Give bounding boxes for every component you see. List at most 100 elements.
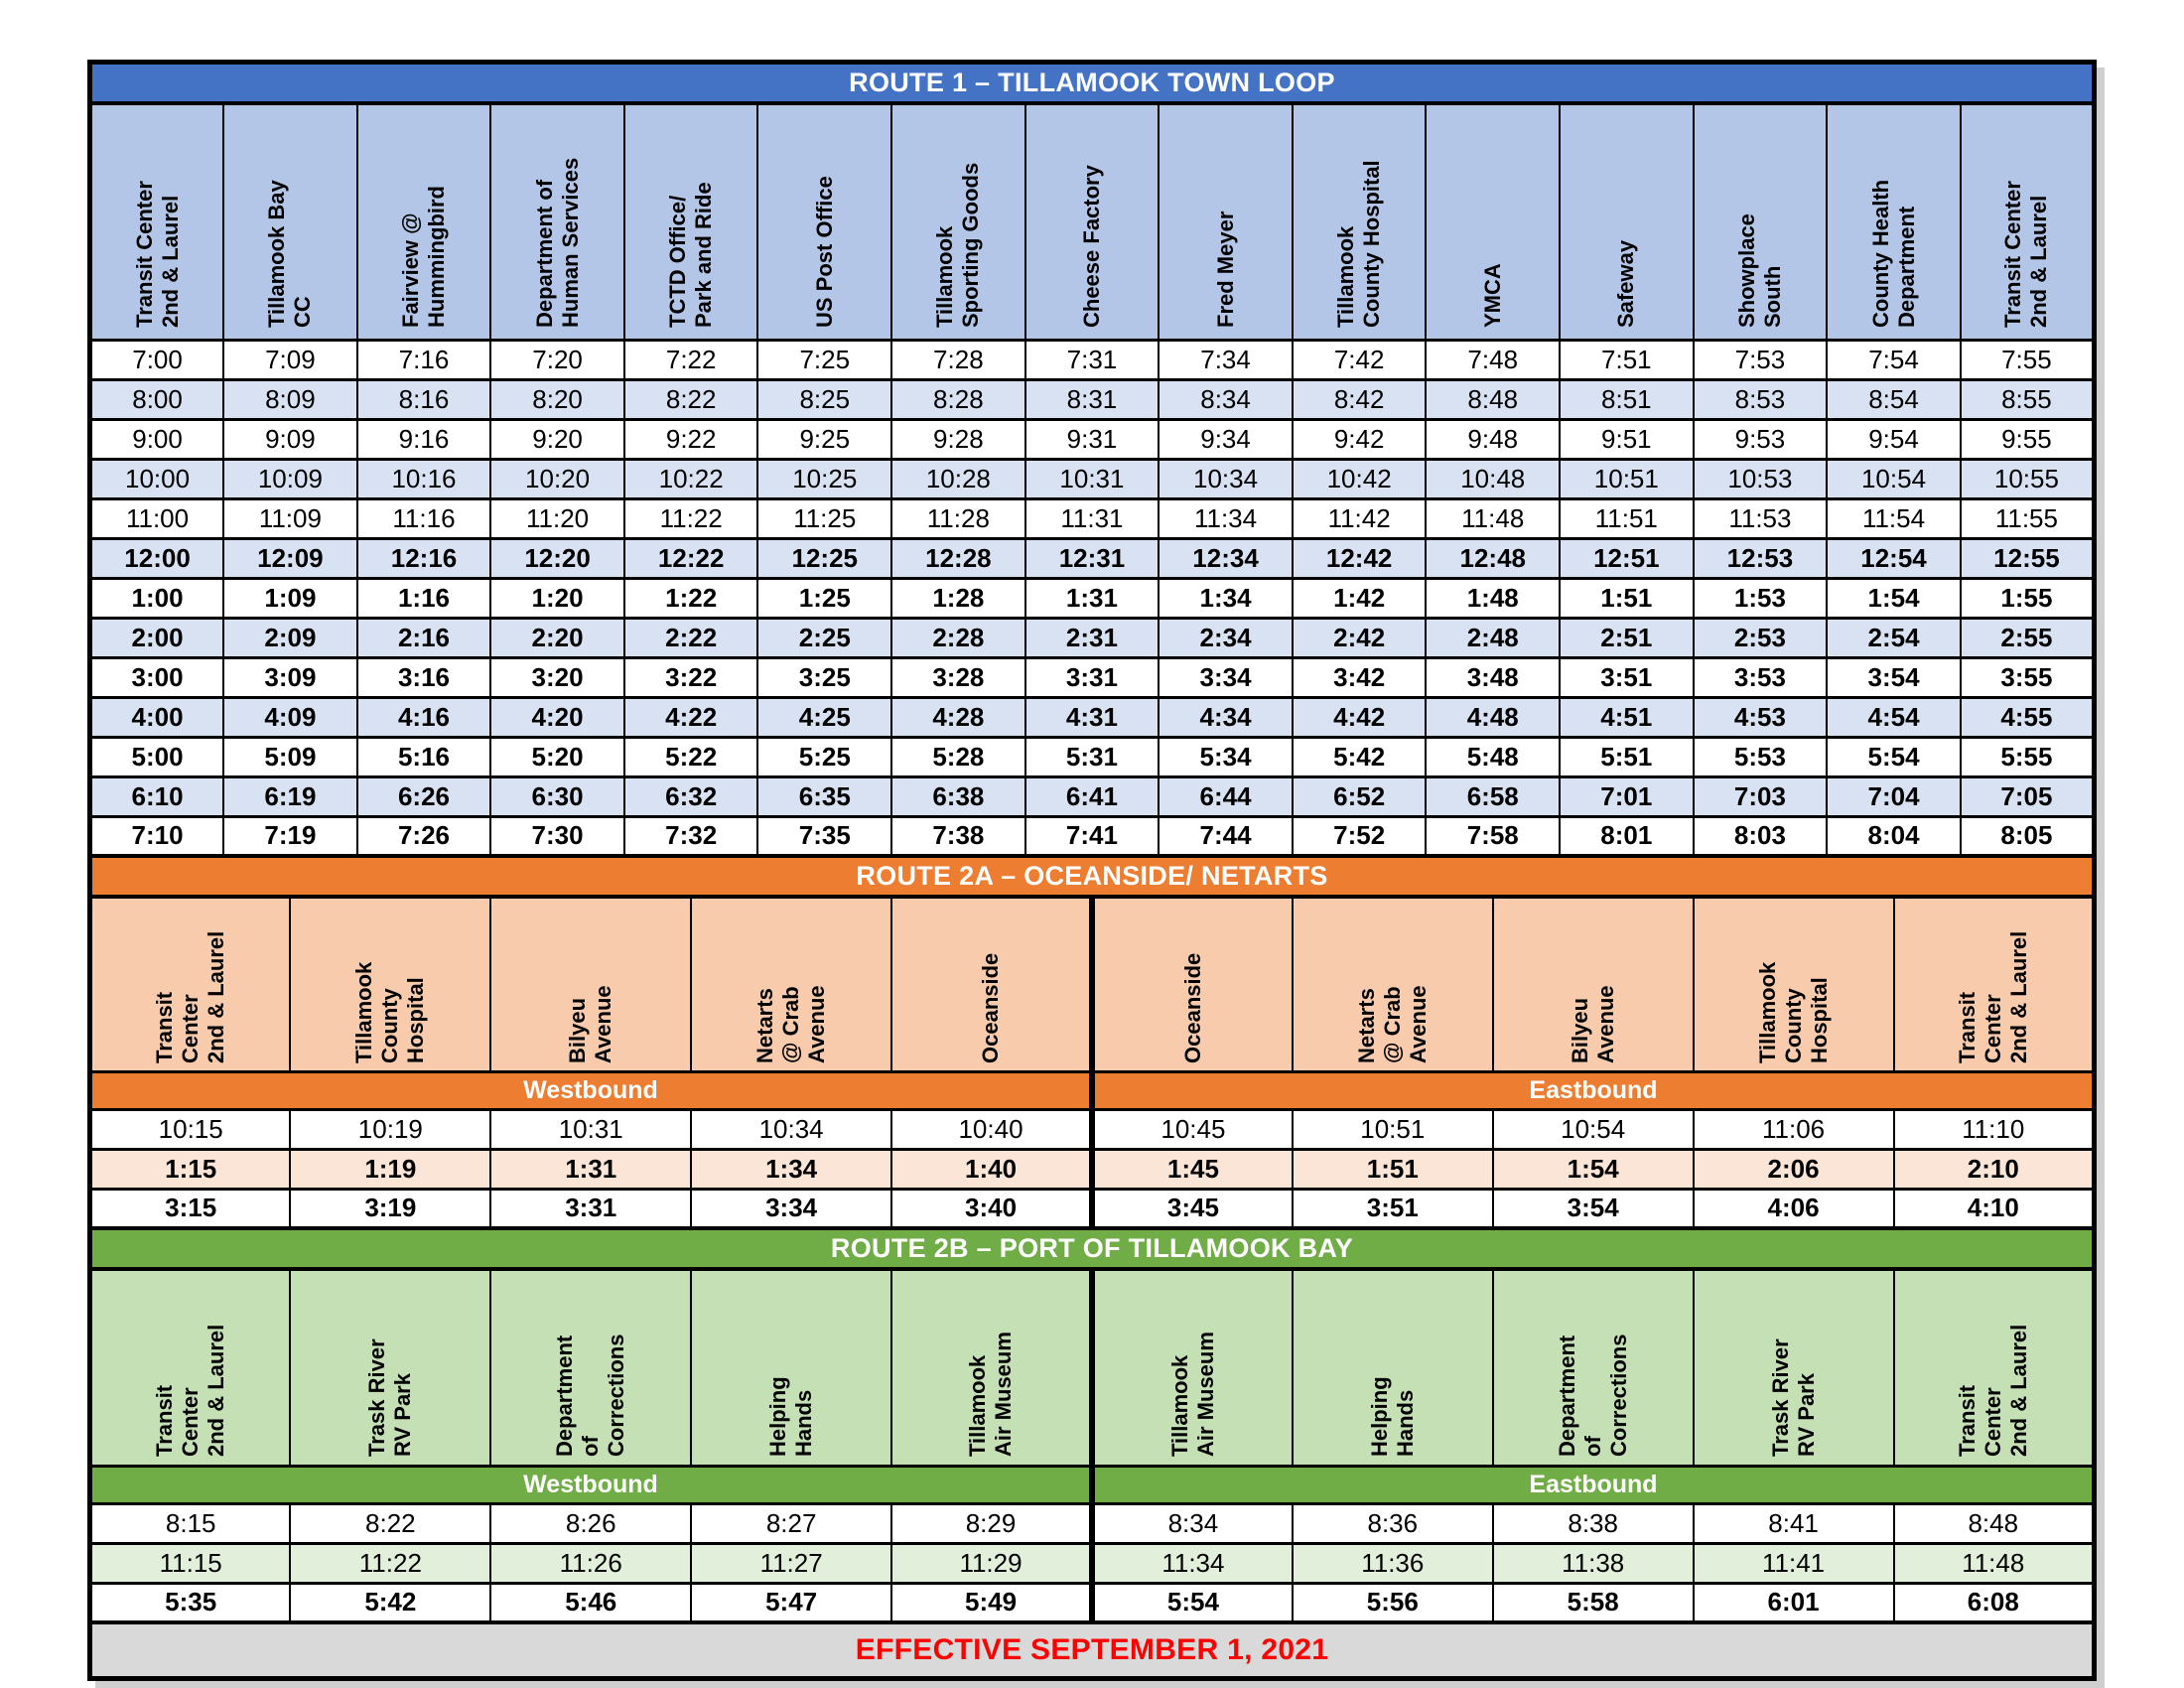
- time-cell: 8:26: [489, 1501, 693, 1545]
- stop-header-cell: YMCA: [1425, 102, 1562, 341]
- time-cell: 6:52: [1291, 774, 1428, 818]
- time-cell: 3:54: [1491, 1187, 1695, 1230]
- time-cell: 3:45: [1088, 1187, 1294, 1230]
- time-cell: 11:20: [489, 496, 625, 540]
- time-cell: 1:34: [690, 1147, 893, 1191]
- time-cell: 4:55: [1959, 695, 2096, 739]
- time-cell: 8:20: [489, 377, 625, 421]
- stop-header-cell: Oceanside: [890, 896, 1093, 1072]
- time-cell: 7:41: [1024, 814, 1160, 858]
- time-cell: 8:00: [88, 377, 225, 421]
- time-cell: 10:31: [489, 1107, 693, 1151]
- time-cell: 7:32: [622, 814, 759, 858]
- time-cell: 8:34: [1088, 1501, 1294, 1545]
- time-cell: 2:31: [1024, 616, 1160, 659]
- time-cell: 3:09: [222, 655, 358, 699]
- time-cell: 7:52: [1291, 814, 1428, 858]
- stop-header-cell: TCTD Office/ Park and Ride: [622, 102, 759, 341]
- time-cell: 3:51: [1291, 1187, 1494, 1230]
- time-cell: 10:25: [756, 457, 893, 500]
- stop-header-cell: Transit Center 2nd & Laurel: [1959, 102, 2096, 341]
- time-cell: 5:49: [890, 1581, 1093, 1624]
- stop-header-cell: Transit Center 2nd & Laurel: [1892, 896, 2096, 1072]
- time-cell: 8:38: [1491, 1501, 1695, 1545]
- time-cell: 11:48: [1425, 496, 1562, 540]
- time-cell: 5:48: [1425, 735, 1562, 778]
- route2a-westbound-header: Westbound: [88, 1069, 1093, 1111]
- stop-label: Tillamook Sporting Goods: [932, 163, 984, 329]
- time-cell: 8:28: [890, 377, 1026, 421]
- time-cell: 4:53: [1692, 695, 1829, 739]
- stop-header-cell: Netarts @ Crab Avenue: [690, 896, 893, 1072]
- time-cell: 5:22: [622, 735, 759, 778]
- time-cell: 6:08: [1892, 1581, 2096, 1624]
- time-cell: 1:15: [88, 1147, 292, 1191]
- time-cell: 9:34: [1158, 417, 1294, 461]
- time-cell: 11:28: [890, 496, 1026, 540]
- time-cell: 11:10: [1892, 1107, 2096, 1151]
- time-cell: 12:22: [622, 536, 759, 580]
- time-cell: 11:06: [1692, 1107, 1895, 1151]
- time-cell: 2:55: [1959, 616, 2096, 659]
- time-cell: 11:38: [1491, 1541, 1695, 1585]
- time-cell: 1:16: [355, 576, 492, 620]
- route1-title: ROUTE 1 – TILLAMOOK TOWN LOOP: [88, 60, 2096, 105]
- time-cell: 7:53: [1692, 338, 1829, 381]
- route2a-stop-headers: Transit Center 2nd & Laurel Tillamook Cou…: [88, 896, 2096, 1072]
- time-cell: 8:34: [1158, 377, 1294, 421]
- stop-header-cell: Tillamook Air Museum: [1088, 1268, 1294, 1467]
- time-cell: 4:28: [890, 695, 1026, 739]
- time-cell: 1:00: [88, 576, 225, 620]
- time-cell: 2:22: [622, 616, 759, 659]
- time-cell: 8:15: [88, 1501, 292, 1545]
- stop-label: Tillamook Bay CC: [264, 180, 316, 329]
- time-cell: 9:53: [1692, 417, 1829, 461]
- time-cell: 8:09: [222, 377, 358, 421]
- stop-header-cell: Tillamook County Hospital: [1291, 102, 1428, 341]
- time-cell: 6:32: [622, 774, 759, 818]
- footer-section: EFFECTIVE SEPTEMBER 1, 2021: [88, 1620, 2096, 1680]
- stop-label: County Health Department: [1867, 180, 1919, 329]
- time-cell: 4:31: [1024, 695, 1160, 739]
- time-cell: 1:19: [289, 1147, 492, 1191]
- time-cell: 1:53: [1692, 576, 1829, 620]
- time-cell: 5:51: [1559, 735, 1695, 778]
- schedule-sheet: ROUTE 1 – TILLAMOOK TOWN LOOP Transit Ce…: [87, 60, 2097, 1681]
- time-cell: 7:28: [890, 338, 1026, 381]
- time-cell: 7:30: [489, 814, 625, 858]
- time-cell: 5:16: [355, 735, 492, 778]
- time-cell: 9:42: [1291, 417, 1428, 461]
- time-cell: 1:09: [222, 576, 358, 620]
- stop-header-cell: County Health Department: [1826, 102, 1962, 341]
- time-cell: 7:58: [1425, 814, 1562, 858]
- time-cell: 9:22: [622, 417, 759, 461]
- time-cell: 1:42: [1291, 576, 1428, 620]
- time-cell: 4:00: [88, 695, 225, 739]
- time-cell: 1:54: [1491, 1147, 1695, 1191]
- time-cell: 3:15: [88, 1187, 292, 1230]
- time-cell: 7:01: [1559, 774, 1695, 818]
- time-cell: 9:54: [1826, 417, 1962, 461]
- time-cell: 9:00: [88, 417, 225, 461]
- time-cell: 3:00: [88, 655, 225, 699]
- stop-label: Helping Hands: [1366, 1376, 1418, 1458]
- time-cell: 3:53: [1692, 655, 1829, 699]
- time-cell: 11:31: [1024, 496, 1160, 540]
- time-cell: 7:31: [1024, 338, 1160, 381]
- time-cell: 1:54: [1826, 576, 1962, 620]
- time-cell: 12:42: [1291, 536, 1428, 580]
- time-cell: 3:22: [622, 655, 759, 699]
- time-cell: 7:00: [88, 338, 225, 381]
- time-cell: 2:48: [1425, 616, 1562, 659]
- time-cell: 10:54: [1491, 1107, 1695, 1151]
- time-cell: 9:31: [1024, 417, 1160, 461]
- time-cell: 1:31: [489, 1147, 693, 1191]
- time-cell: 5:47: [690, 1581, 893, 1624]
- stop-header-cell: Trask River RV Park: [289, 1268, 492, 1467]
- route2b-title-section: ROUTE 2B – PORT OF TILLAMOOK BAY: [88, 1226, 2096, 1271]
- stop-header-cell: Department of Corrections: [489, 1268, 693, 1467]
- stop-label: Bilyeu Avenue: [1567, 985, 1618, 1064]
- time-cell: 11:51: [1559, 496, 1695, 540]
- stop-header-cell: Bilyeu Avenue: [1491, 896, 1695, 1072]
- stop-label: Trask River RV Park: [364, 1338, 416, 1458]
